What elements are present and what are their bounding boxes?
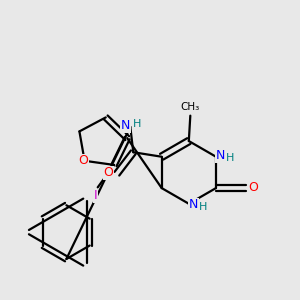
Text: H: H: [199, 202, 207, 212]
Text: O: O: [78, 154, 88, 167]
Text: N: N: [121, 119, 130, 133]
Text: H: H: [226, 153, 234, 163]
Text: O: O: [103, 166, 113, 179]
Text: N: N: [189, 198, 198, 211]
Text: H: H: [133, 119, 141, 129]
Text: CH₃: CH₃: [181, 102, 200, 112]
Text: I: I: [94, 189, 97, 202]
Text: N: N: [216, 149, 225, 162]
Text: O: O: [248, 181, 258, 194]
